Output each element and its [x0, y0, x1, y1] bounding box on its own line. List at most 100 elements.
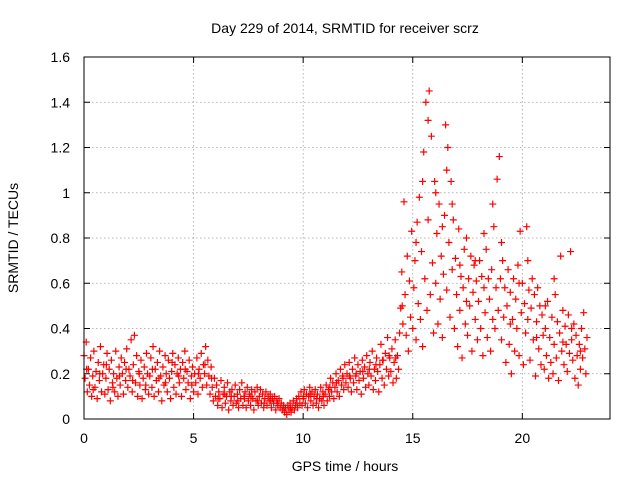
data-point [201, 370, 209, 378]
data-point [194, 390, 202, 398]
data-point [419, 177, 427, 185]
data-point [96, 343, 104, 351]
data-point [306, 390, 314, 398]
data-point [445, 239, 453, 247]
data-point [409, 325, 417, 332]
data-point [164, 356, 172, 364]
data-point [425, 87, 433, 95]
data-point [494, 306, 502, 314]
data-point [554, 377, 562, 385]
data-point [553, 318, 561, 326]
data-point [387, 367, 395, 375]
data-point [129, 361, 137, 369]
data-point [384, 334, 392, 342]
data-point [458, 354, 466, 362]
data-point [122, 377, 130, 385]
data-point [489, 200, 497, 208]
data-point [523, 223, 531, 231]
data-point [180, 374, 188, 382]
data-point [505, 340, 513, 348]
data-point [311, 386, 319, 394]
data-point [542, 352, 550, 360]
data-point [293, 399, 301, 407]
data-point [498, 336, 506, 344]
data-point [398, 268, 406, 276]
data-point [254, 397, 262, 405]
data-point [433, 229, 441, 237]
data-point [558, 347, 566, 355]
data-point [578, 325, 586, 332]
data-point [207, 363, 215, 371]
data-point [391, 336, 399, 344]
data-point [315, 404, 323, 412]
data-point [455, 225, 463, 233]
data-point [488, 266, 496, 274]
data-point [580, 309, 588, 317]
data-point [209, 397, 217, 405]
data-point [286, 404, 294, 412]
data-point [241, 388, 249, 396]
data-point [423, 306, 431, 314]
y-tick-label: 0.6 [51, 275, 71, 291]
data-point [405, 277, 413, 285]
data-point [506, 320, 514, 328]
data-point [168, 358, 176, 366]
data-point [351, 354, 359, 362]
data-point [136, 381, 144, 389]
data-point [339, 374, 347, 382]
data-point [272, 406, 280, 414]
data-point [116, 381, 124, 389]
data-point [504, 266, 512, 274]
data-point [491, 325, 499, 332]
data-point [81, 374, 89, 382]
data-point [524, 257, 532, 265]
data-point [428, 259, 436, 267]
data-point [441, 211, 449, 219]
data-point [453, 291, 461, 299]
data-point [456, 261, 464, 269]
data-point [535, 345, 543, 353]
data-point [134, 392, 142, 400]
data-point [112, 347, 120, 355]
data-point [545, 374, 553, 382]
data-point [93, 395, 101, 403]
data-point [572, 331, 580, 339]
data-point [122, 365, 130, 373]
data-point [206, 390, 214, 398]
data-point [447, 177, 455, 185]
data-point [218, 404, 226, 412]
data-point [448, 200, 456, 208]
data-point [250, 406, 258, 414]
data-point [190, 388, 198, 396]
data-point [446, 313, 454, 321]
data-point [462, 234, 470, 242]
data-point [501, 284, 509, 292]
data-point [188, 381, 196, 389]
x-tick-label: 10 [295, 430, 311, 446]
data-point [499, 257, 507, 265]
data-point [96, 370, 104, 378]
data-point [534, 284, 542, 292]
data-point [519, 361, 527, 369]
data-point [221, 390, 229, 398]
data-point [326, 383, 334, 391]
data-point [119, 390, 127, 398]
data-point [116, 372, 124, 380]
data-point [208, 383, 216, 391]
data-point [89, 372, 97, 380]
data-point [332, 379, 340, 387]
data-point [301, 399, 309, 407]
data-point [373, 354, 381, 362]
data-point [525, 286, 533, 294]
data-point [366, 358, 374, 366]
ticks-layer: 0 5 10 15 20 0 0.2 0.4 0.6 0.8 1 1.2 1.4 1.6 [51, 49, 610, 446]
data-point [581, 345, 589, 353]
data-point [240, 395, 248, 403]
data-point [83, 388, 91, 396]
data-point [102, 361, 110, 369]
data-point [398, 302, 406, 310]
data-point [168, 367, 176, 375]
data-point [150, 392, 158, 400]
